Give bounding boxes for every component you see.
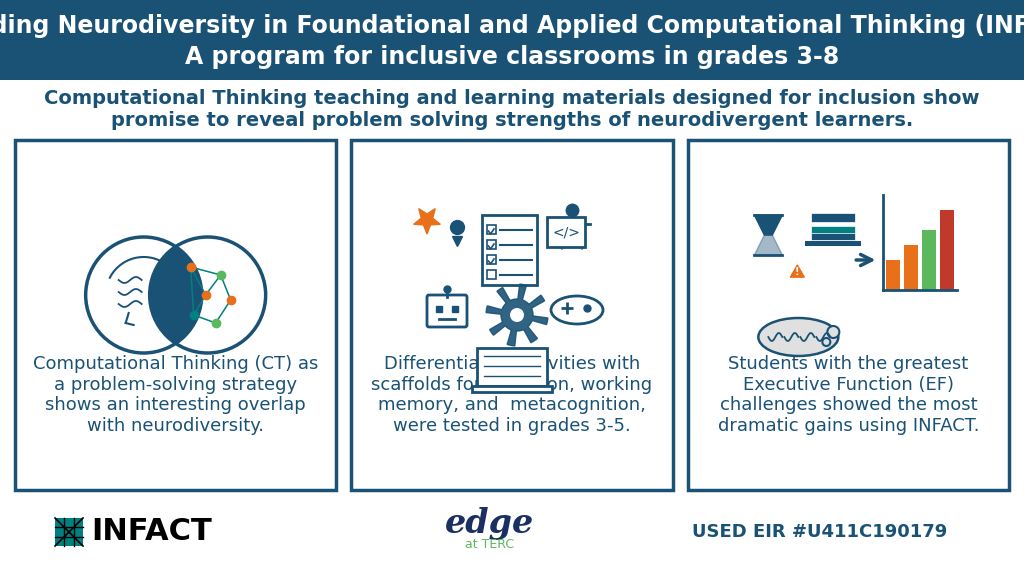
Ellipse shape — [759, 318, 839, 356]
Text: INFACT: INFACT — [91, 517, 212, 546]
Bar — [940, 210, 954, 290]
Ellipse shape — [551, 296, 603, 324]
Polygon shape — [486, 284, 548, 346]
FancyBboxPatch shape — [547, 217, 585, 247]
Bar — [811, 213, 855, 222]
Bar — [811, 226, 855, 233]
Polygon shape — [414, 208, 440, 234]
Bar — [487, 255, 496, 264]
Text: Computational Thinking teaching and learning materials designed for inclusion sh: Computational Thinking teaching and lear… — [44, 89, 980, 107]
FancyBboxPatch shape — [482, 215, 537, 285]
Text: !: ! — [795, 267, 800, 277]
Text: Differentiated activities with
scaffolds for attention, working
memory, and  met: Differentiated activities with scaffolds… — [372, 355, 652, 435]
Text: at TERC: at TERC — [466, 537, 515, 550]
Text: USED EIR #U411C190179: USED EIR #U411C190179 — [692, 523, 947, 541]
Bar — [923, 230, 936, 290]
Bar — [487, 225, 496, 234]
Polygon shape — [791, 265, 804, 277]
Circle shape — [510, 308, 524, 322]
Polygon shape — [150, 247, 202, 343]
Bar — [805, 241, 861, 246]
Bar — [487, 240, 496, 249]
FancyBboxPatch shape — [427, 295, 467, 327]
Circle shape — [822, 338, 830, 346]
Circle shape — [827, 326, 840, 338]
Text: A program for inclusive classrooms in grades 3-8: A program for inclusive classrooms in gr… — [185, 45, 839, 69]
Text: edge: edge — [445, 508, 535, 541]
Bar — [904, 245, 919, 290]
Text: promise to reveal problem solving strengths of neurodivergent learners.: promise to reveal problem solving streng… — [111, 111, 913, 130]
FancyBboxPatch shape — [0, 0, 1024, 80]
Polygon shape — [755, 215, 782, 235]
Polygon shape — [755, 235, 782, 255]
Bar — [887, 260, 900, 290]
Bar — [55, 518, 83, 546]
FancyBboxPatch shape — [688, 140, 1009, 490]
FancyBboxPatch shape — [472, 386, 552, 392]
FancyBboxPatch shape — [15, 140, 336, 490]
Bar — [811, 232, 855, 240]
Bar — [487, 270, 496, 279]
Text: Students with the greatest
Executive Function (EF)
challenges showed the most
dr: Students with the greatest Executive Fun… — [718, 355, 979, 435]
Text: Computational Thinking (CT) as
a problem-solving strategy
shows an interesting o: Computational Thinking (CT) as a problem… — [33, 355, 318, 435]
Text: </>: </> — [552, 225, 580, 239]
FancyBboxPatch shape — [351, 140, 673, 490]
Text: Including Neurodiversity in Foundational and Applied Computational Thinking (INF: Including Neurodiversity in Foundational… — [0, 14, 1024, 38]
FancyBboxPatch shape — [477, 348, 547, 386]
